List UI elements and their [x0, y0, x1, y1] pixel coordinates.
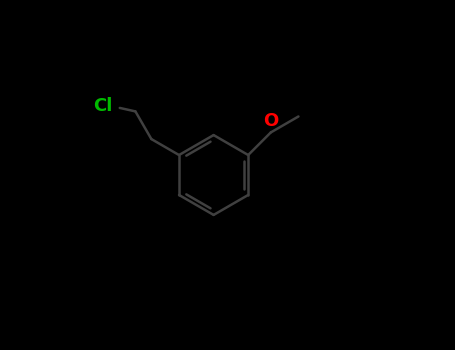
Text: O: O — [263, 112, 278, 130]
Text: Cl: Cl — [93, 97, 112, 115]
